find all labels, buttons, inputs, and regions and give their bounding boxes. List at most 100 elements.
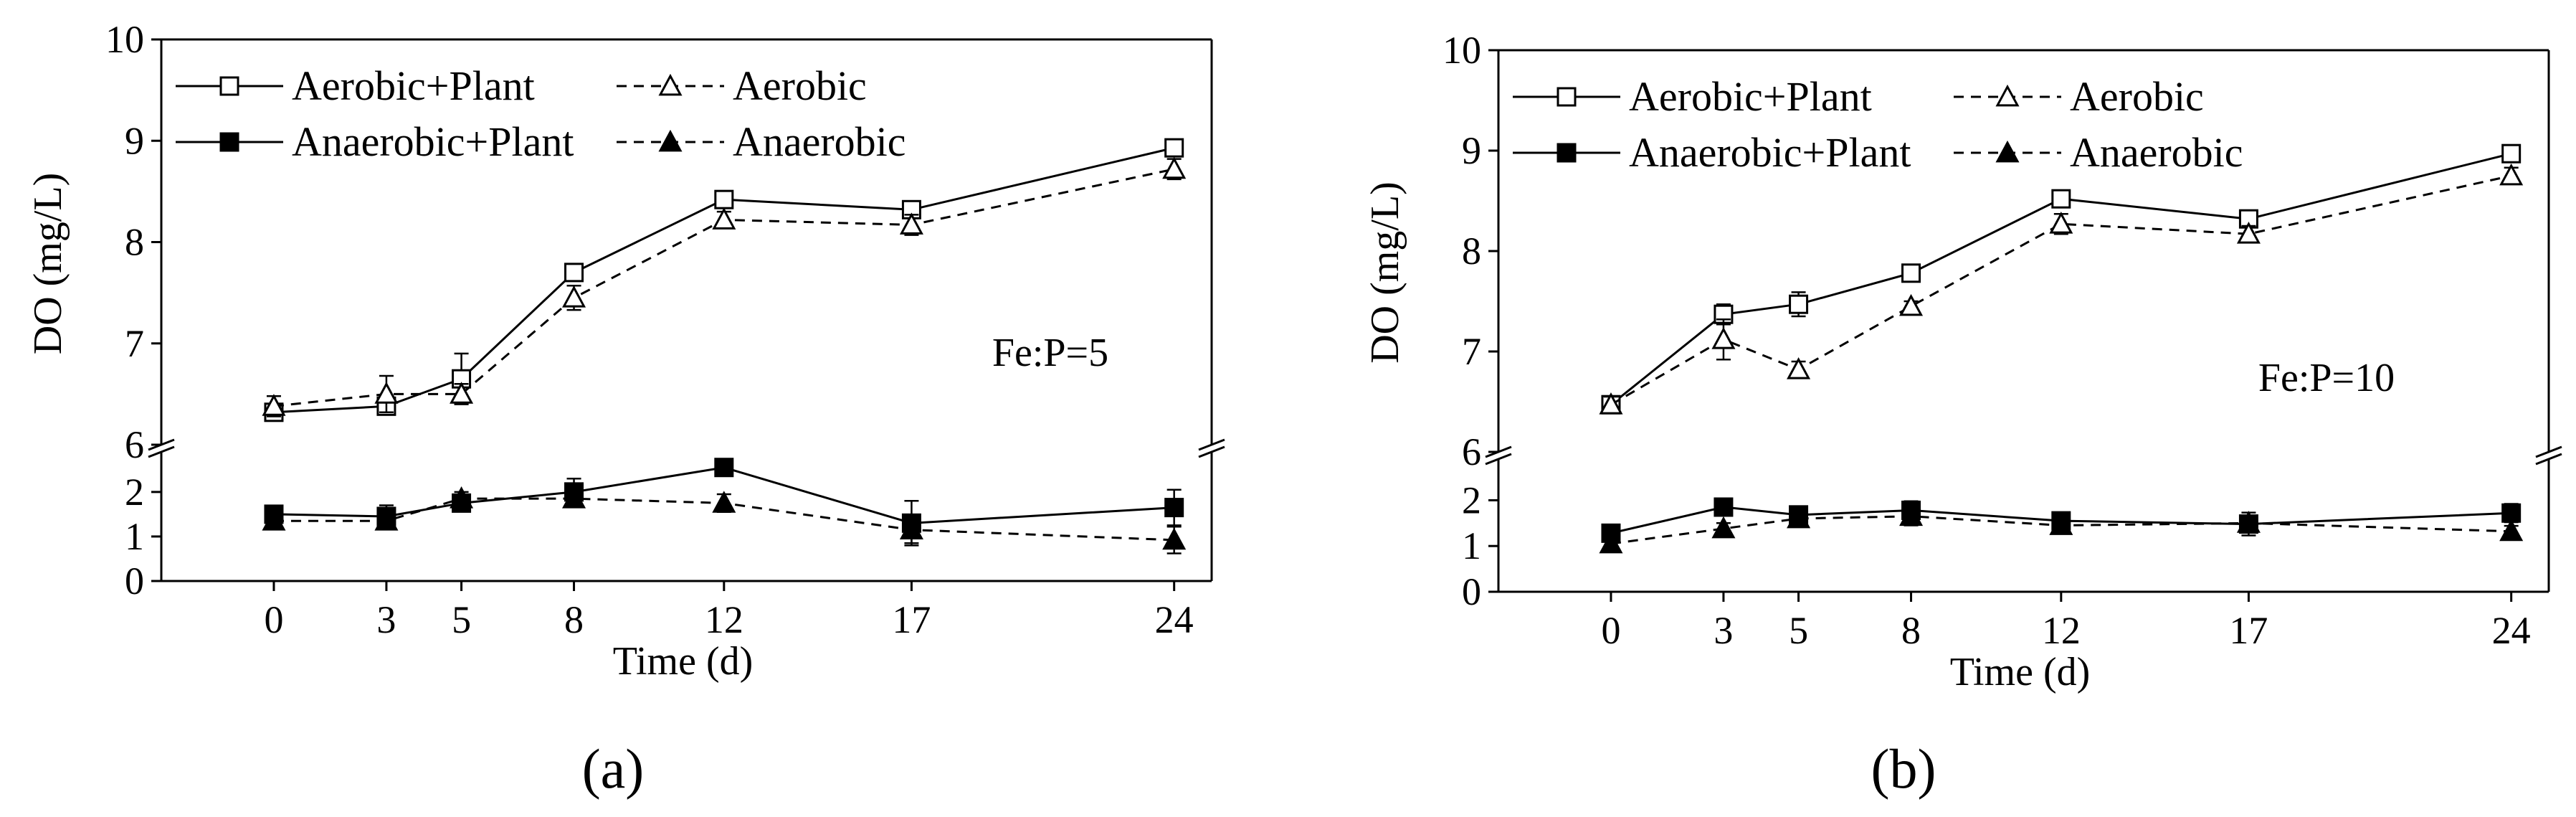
legend-marker: [1995, 140, 2020, 163]
legend-marker: [219, 76, 239, 96]
axis-break-mark: [148, 445, 175, 458]
data-point: [1714, 497, 1734, 517]
x-tick-label: 12: [2042, 609, 2081, 652]
data-point: [374, 382, 399, 404]
data-point: [450, 486, 474, 509]
y-tick-label: 10: [105, 18, 144, 61]
data-point: [1789, 294, 1809, 314]
data-point: [899, 212, 923, 235]
ratio-annotation: Fe:P=10: [2258, 356, 2395, 400]
data-point: [1599, 392, 1623, 415]
panel-caption-b: (b): [1871, 737, 1936, 800]
x-tick-label: 17: [2229, 609, 2268, 652]
data-point: [374, 509, 399, 531]
series-anaerobic: [1599, 504, 2524, 554]
data-point: [2049, 212, 2073, 234]
legend-label: Aerobic: [733, 62, 867, 109]
data-point: [712, 207, 736, 230]
data-point: [450, 382, 474, 404]
data-point: [562, 486, 586, 509]
x-tick-label: 0: [264, 598, 283, 641]
data-point: [1711, 516, 1736, 539]
y-tick-label: 0: [1462, 570, 1481, 613]
data-point: [899, 517, 923, 540]
x-tick-label: 8: [564, 598, 584, 641]
x-tick-label: 5: [1789, 609, 1808, 652]
legend-label: Aerobic: [2070, 73, 2204, 120]
y-tick-label: 10: [1443, 29, 1481, 72]
x-tick-label: 12: [705, 598, 743, 641]
data-point: [2236, 511, 2261, 533]
axis-break-mark: [2535, 453, 2562, 466]
x-tick-label: 5: [452, 598, 471, 641]
legend-marker: [219, 132, 239, 152]
legend-label: Anaerobic: [733, 118, 906, 165]
data-point: [714, 458, 734, 478]
data-point: [1162, 527, 1187, 550]
legend-marker: [1556, 143, 1577, 163]
y-tick-label: 6: [125, 423, 144, 466]
data-point: [1899, 293, 1924, 316]
data-point: [2049, 513, 2073, 535]
data-point: [1787, 506, 1811, 529]
y-tick-label: 1: [125, 515, 144, 558]
data-point: [562, 285, 586, 308]
data-point: [262, 509, 286, 531]
y-tick-label: 9: [125, 119, 144, 162]
data-point: [2501, 503, 2522, 523]
axis-break-mark: [1198, 445, 1225, 458]
axis-break-mark: [2535, 445, 2562, 458]
data-point: [2236, 222, 2261, 244]
y-tick-label: 8: [1462, 230, 1481, 273]
y-tick-label: 1: [1462, 524, 1481, 567]
legend: Aerobic+Plant Aerobic Anaerobic+Plant Anaer…: [176, 62, 906, 165]
data-point: [564, 263, 584, 283]
data-point: [1599, 531, 1623, 554]
data-point: [1162, 156, 1187, 179]
series-aerobic-plus-plant: [264, 138, 1184, 422]
axis-break-mark: [1485, 453, 1512, 466]
x-tick-label: 24: [1155, 598, 1194, 641]
legend-marker: [1556, 87, 1577, 107]
axis-break-mark: [1198, 438, 1225, 451]
data-point: [2499, 163, 2524, 186]
x-axis-label: Time (d): [613, 639, 754, 684]
ratio-annotation: Fe:P=5: [992, 331, 1108, 375]
legend: Aerobic+Plant Aerobic Anaerobic+Plant Anaer…: [1513, 73, 2243, 176]
data-point: [1901, 263, 1921, 283]
data-point: [2501, 143, 2522, 164]
x-tick-label: 24: [2492, 609, 2531, 652]
x-tick-label: 17: [892, 598, 931, 641]
x-tick-label: 0: [1601, 609, 1620, 652]
series-anaerobic: [262, 486, 1187, 554]
data-point: [1164, 138, 1184, 158]
x-axis-label: Time (d): [1950, 650, 2091, 694]
x-tick-label: 3: [376, 598, 396, 641]
legend-label: Anaerobic+Plant: [292, 118, 574, 165]
y-tick-label: 9: [1462, 129, 1481, 172]
series-aerobic: [1599, 163, 2524, 415]
y-axis-label: DO (mg/L): [1363, 181, 1407, 364]
data-point: [714, 189, 734, 209]
data-point: [2499, 519, 2524, 542]
data-point: [2051, 189, 2071, 209]
y-tick-label: 2: [1462, 478, 1481, 521]
data-point: [712, 491, 736, 513]
y-tick-label: 7: [125, 322, 144, 365]
legend-marker: [1995, 84, 2020, 107]
data-point: [1787, 357, 1811, 379]
data-point: [1711, 327, 1736, 349]
y-tick-label: 8: [125, 221, 144, 264]
data-point: [1164, 498, 1184, 518]
y-tick-label: 0: [125, 559, 144, 603]
y-axis-label: DO (mg/L): [26, 173, 70, 355]
data-point: [262, 394, 286, 416]
series-aerobic: [262, 156, 1187, 417]
legend-label: Aerobic+Plant: [292, 62, 535, 109]
panel-caption-a: (a): [582, 737, 645, 800]
y-tick-label: 2: [125, 471, 144, 514]
legend-marker: [658, 73, 683, 96]
